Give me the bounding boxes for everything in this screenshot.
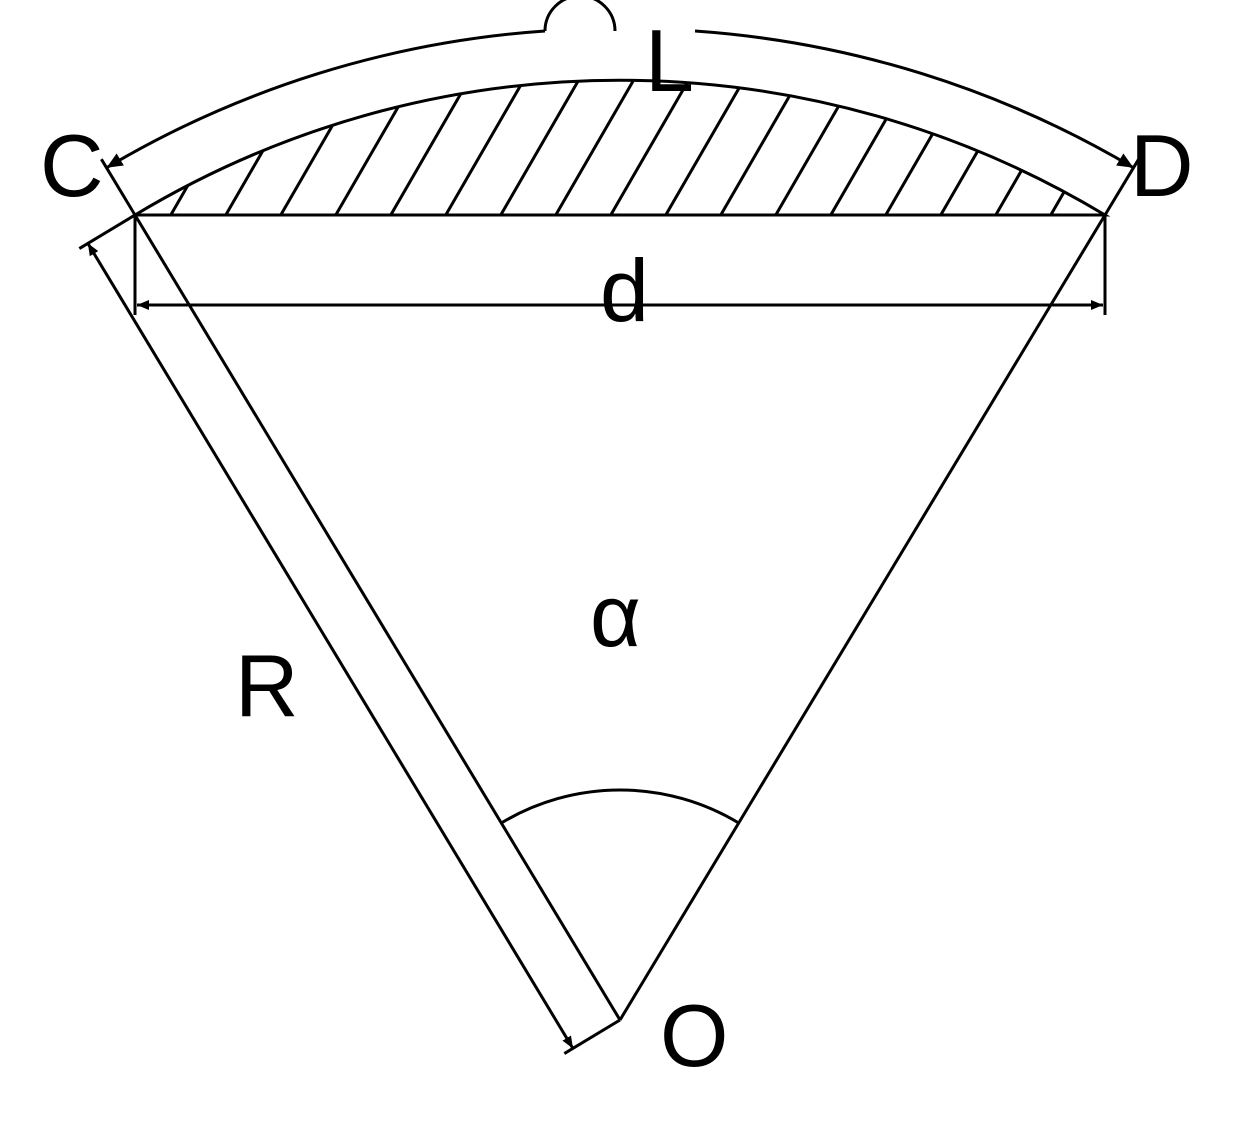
segment-outline: [135, 80, 1105, 215]
label-R: R: [235, 635, 299, 737]
label-alpha: α: [590, 565, 641, 667]
radius-right: [620, 215, 1105, 1020]
r-extension-top: [79, 215, 135, 249]
label-O: O: [660, 985, 728, 1087]
r-dimension-line: [88, 243, 573, 1048]
l-break-bump: [545, 0, 615, 31]
label-L: L: [645, 10, 694, 112]
label-d: d: [600, 240, 649, 342]
radius-left: [135, 215, 620, 1020]
l-dimension-arc-left: [107, 31, 545, 168]
label-D: D: [1130, 115, 1194, 217]
label-C: C: [40, 115, 104, 217]
angle-arc: [501, 790, 738, 823]
l-tick-left: [101, 159, 135, 215]
